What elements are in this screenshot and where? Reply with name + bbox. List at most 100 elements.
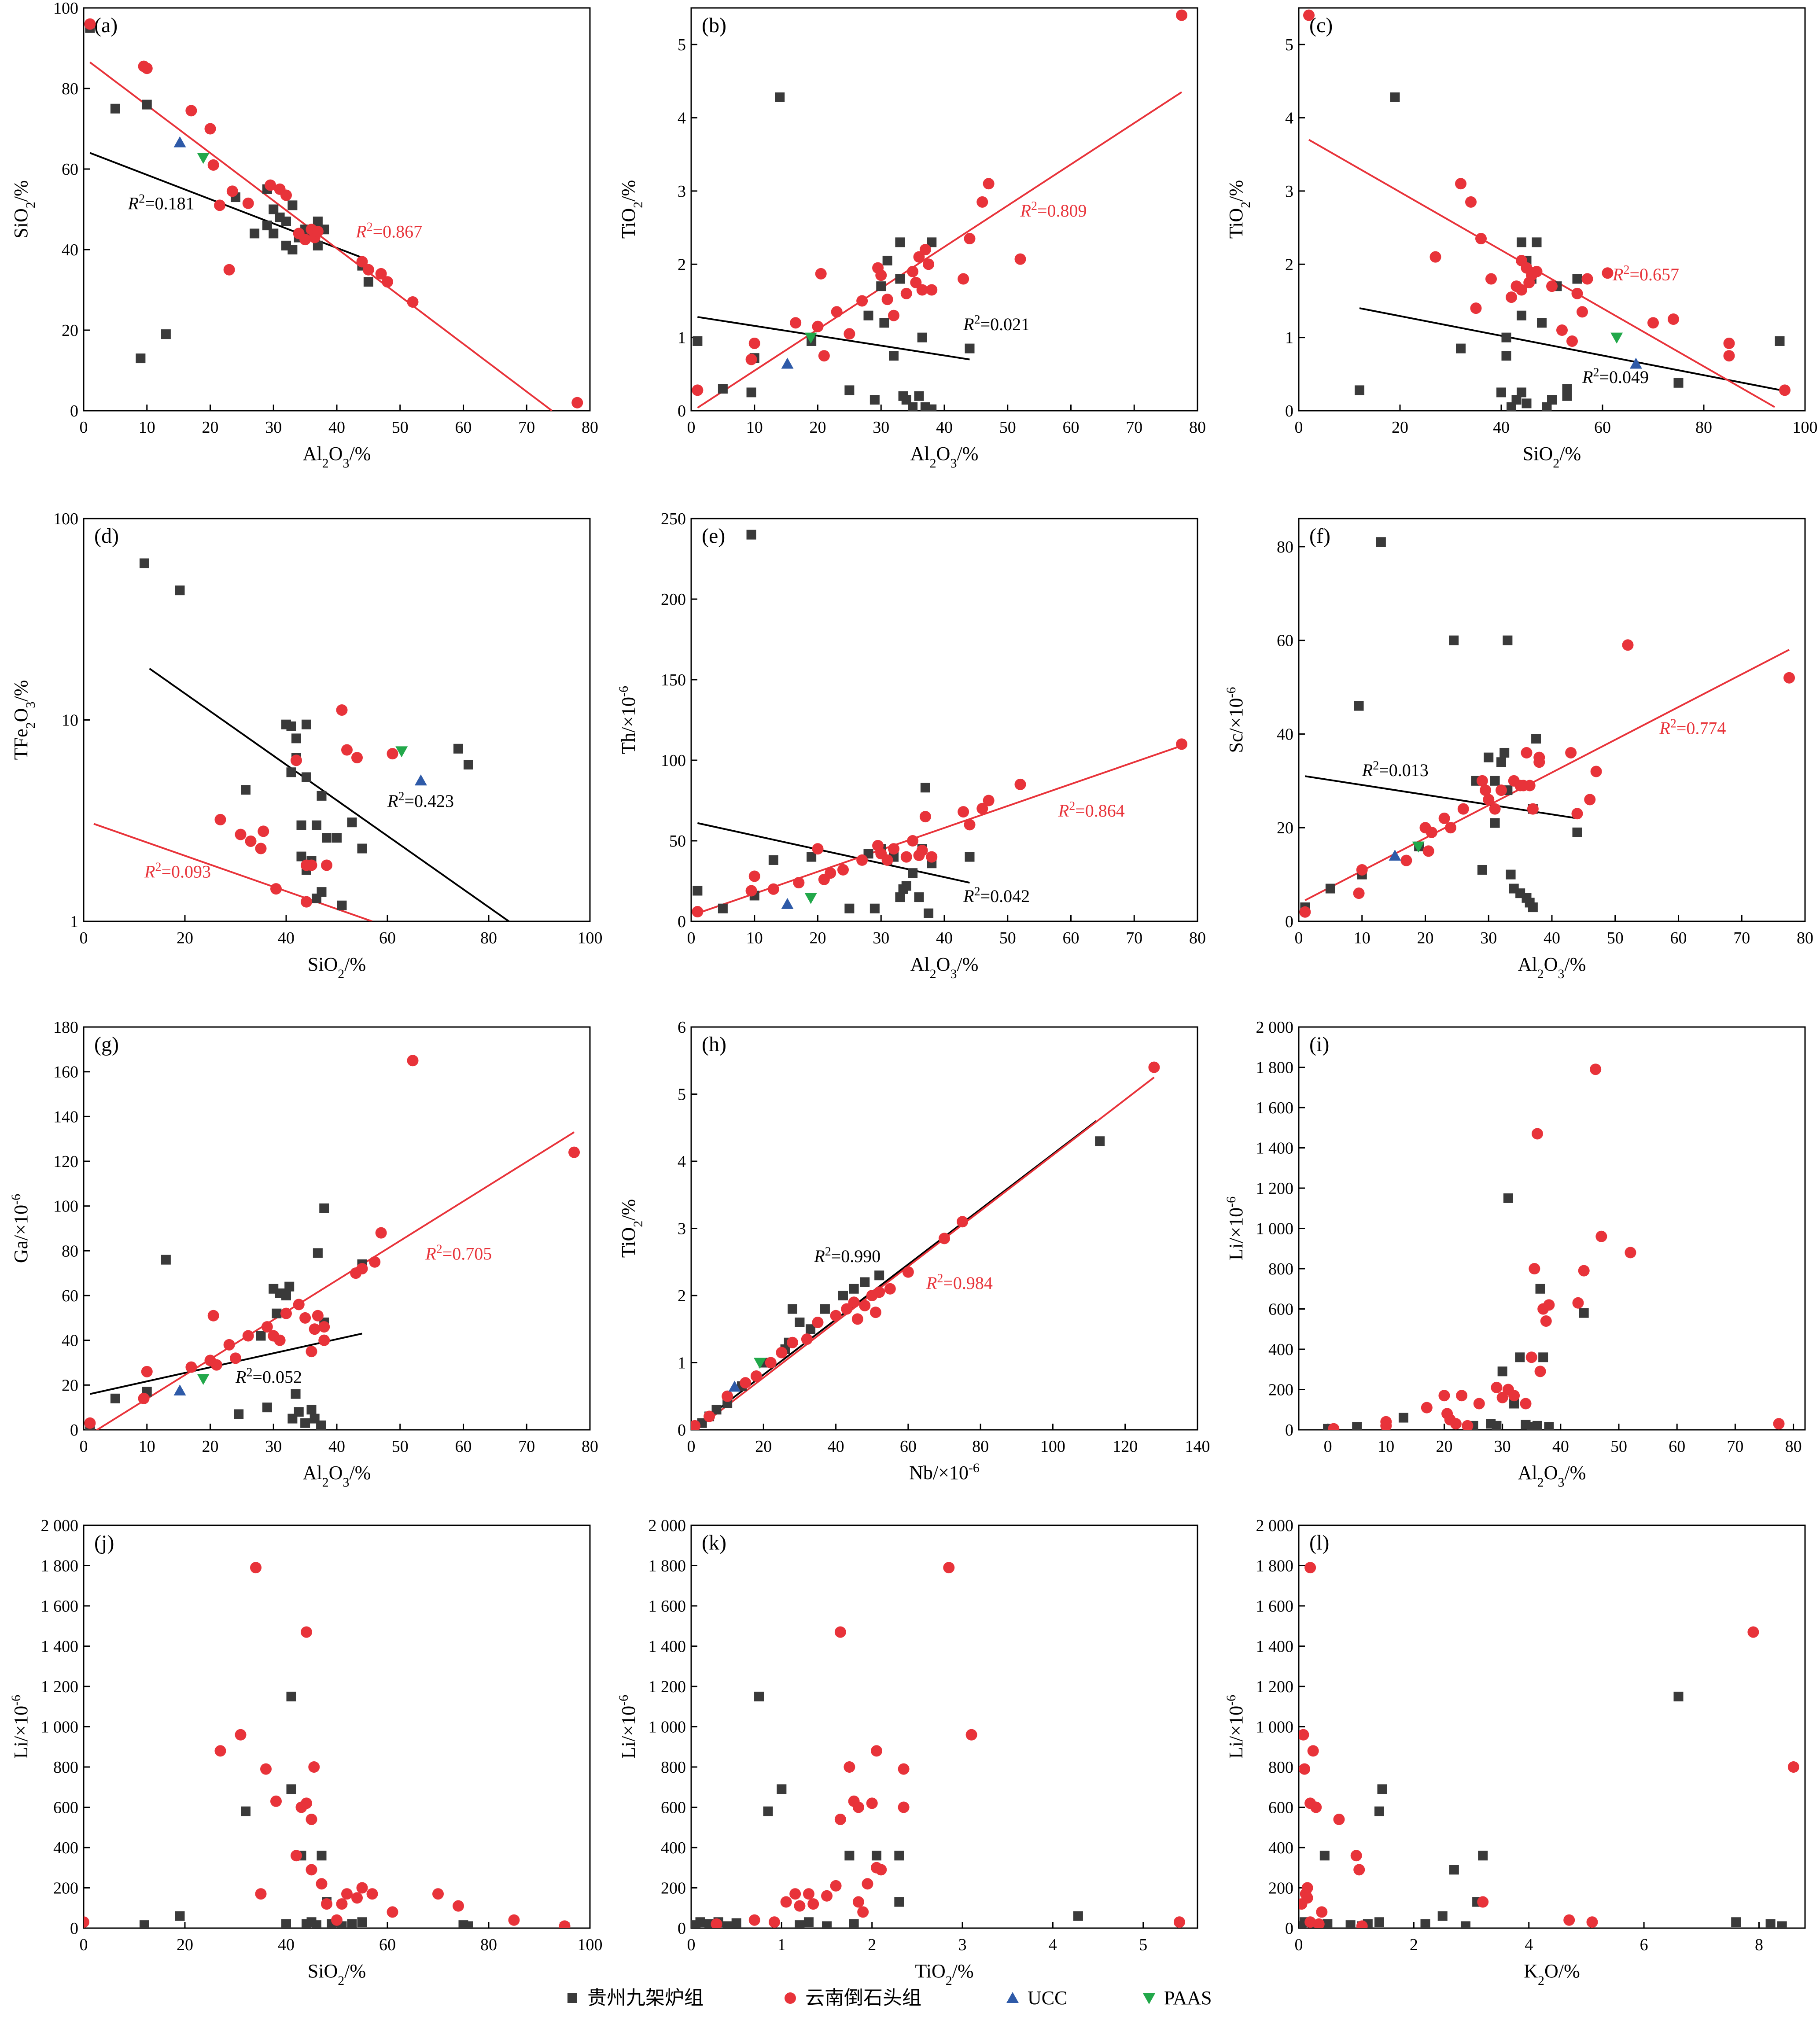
legend-label-paas: PAAS (1164, 1987, 1212, 2009)
y-tick-label: 100 (661, 751, 686, 770)
data-point-guizhou (695, 1917, 705, 1927)
data-point-yunnan (356, 1263, 368, 1274)
data-point-yunnan (375, 1227, 387, 1239)
y-tick-label: 4 (1285, 109, 1293, 128)
data-point-yunnan (900, 851, 912, 863)
y-tick-label: 200 (661, 590, 686, 609)
data-point-yunnan (387, 748, 398, 760)
data-point-guizhou (161, 1255, 171, 1265)
r2-label-red: R2=0.774 (1659, 717, 1726, 738)
data-point-yunnan (1356, 864, 1368, 876)
fit-line-red (1304, 649, 1790, 901)
data-point-yunnan (830, 1310, 842, 1322)
data-point-yunnan (1014, 253, 1026, 265)
data-point-guizhou (250, 228, 260, 239)
x-tick-label: 10 (139, 1437, 155, 1456)
data-point-guizhou (1496, 387, 1506, 398)
x-tick-label: 100 (1793, 418, 1818, 437)
data-point-yunnan (825, 867, 836, 879)
data-point-guizhou (1535, 1284, 1545, 1294)
data-point-yunnan (692, 384, 704, 396)
fit-line-black (149, 668, 510, 921)
data-point-guizhou (1506, 869, 1516, 880)
data-point-yunnan (1353, 887, 1365, 899)
x-tick-label: 30 (1480, 929, 1497, 947)
x-tick-label: 0 (80, 418, 88, 437)
data-point-guizhou (1420, 1919, 1430, 1928)
x-tick-label: 10 (746, 929, 763, 947)
data-point-guizhou (1484, 752, 1494, 762)
data-point-yunnan (1506, 291, 1517, 303)
data-point-guizhou (241, 1806, 251, 1816)
data-point-yunnan (976, 803, 988, 814)
x-tick-label: 50 (999, 418, 1016, 437)
data-point-yunnan (1516, 284, 1527, 296)
data-point-yunnan (318, 1321, 330, 1333)
data-point-yunnan (230, 1352, 241, 1364)
x-tick-label: 20 (202, 1437, 219, 1456)
x-tick-label: 20 (177, 1936, 193, 1954)
x-tick-label: 0 (80, 1437, 88, 1456)
y-axis-label: SiO2/% (10, 180, 38, 238)
y-tick-label: 0 (70, 402, 78, 420)
y-tick-label: 2 (678, 255, 686, 274)
x-tick-label: 2 (868, 1936, 876, 1954)
r2-label-black: R2=0.021 (963, 313, 1030, 335)
panel-label: (f) (1309, 524, 1330, 548)
data-point-guizhou (142, 99, 152, 110)
y-tick-label: 0 (678, 1919, 686, 1938)
data-point-ucc (414, 774, 427, 786)
data-point-yunnan (1571, 287, 1583, 299)
y-axis-label: Li/×10-6 (9, 1695, 32, 1759)
chart-panel-a: 0 10 20 30 40 50 60 70 80 0 20 40 60 80 100 Al2O3/% SiO2… (10, 0, 598, 471)
y-tick-label: 1 (678, 329, 686, 347)
fit-line-black (697, 316, 970, 361)
data-point-guizhou (927, 237, 937, 247)
data-point-yunnan (1465, 196, 1477, 208)
data-point-guizhou (863, 310, 873, 320)
data-point-yunnan (852, 1801, 864, 1813)
data-point-guizhou (895, 237, 905, 247)
fit-line-red (93, 823, 373, 921)
data-point-yunnan (1438, 812, 1450, 824)
data-point-yunnan (780, 1896, 792, 1908)
x-tick-label: 40 (1544, 929, 1560, 947)
x-tick-label: 40 (936, 418, 953, 437)
data-point-guizhou (917, 332, 927, 342)
fit-line-black (697, 822, 970, 884)
data-point-yunnan (301, 896, 312, 908)
data-point-yunnan (837, 864, 849, 876)
data-point-yunnan (745, 353, 757, 365)
data-point-yunnan (875, 269, 887, 281)
data-point-yunnan (204, 123, 216, 135)
data-point-guizhou (1547, 395, 1557, 405)
chart-panel-h: 0 20 40 60 80 100 120 140 0 1 2 3 4 5 6 Nb/×10-6 TiO2/% (… (618, 1018, 1210, 1484)
x-tick-label: 80 (972, 1437, 989, 1456)
data-point-yunnan (1173, 1916, 1185, 1928)
x-tick-label: 20 (177, 929, 193, 947)
x-tick-label: 80 (1189, 929, 1206, 947)
x-tick-label: 60 (455, 418, 472, 437)
y-tick-label: 0 (1285, 402, 1293, 420)
data-point-yunnan (1476, 775, 1488, 787)
x-tick-label: 60 (455, 1437, 472, 1456)
data-point-yunnan (881, 294, 893, 306)
y-tick-label: 1 400 (1256, 1638, 1294, 1656)
data-point-yunnan (1565, 747, 1577, 758)
r2-label-red: R2=0.657 (1612, 263, 1679, 284)
data-point-guizhou (1374, 1806, 1384, 1816)
y-axis-label: TiO2/% (1225, 180, 1253, 239)
data-point-guizhou (1376, 537, 1386, 547)
data-point-yunnan (1176, 9, 1188, 21)
x-tick-label: 80 (582, 418, 598, 437)
data-point-guizhou (1499, 747, 1510, 758)
data-point-yunnan (1590, 1064, 1602, 1075)
data-point-yunnan (280, 189, 292, 201)
data-point-yunnan (571, 397, 583, 409)
data-point-guizhou (1352, 1422, 1362, 1430)
x-axis-label: TiO2/% (915, 1960, 973, 1988)
data-point-guizhou (262, 221, 272, 231)
data-point-yunnan (793, 877, 805, 889)
data-point-yunnan (1457, 803, 1469, 815)
